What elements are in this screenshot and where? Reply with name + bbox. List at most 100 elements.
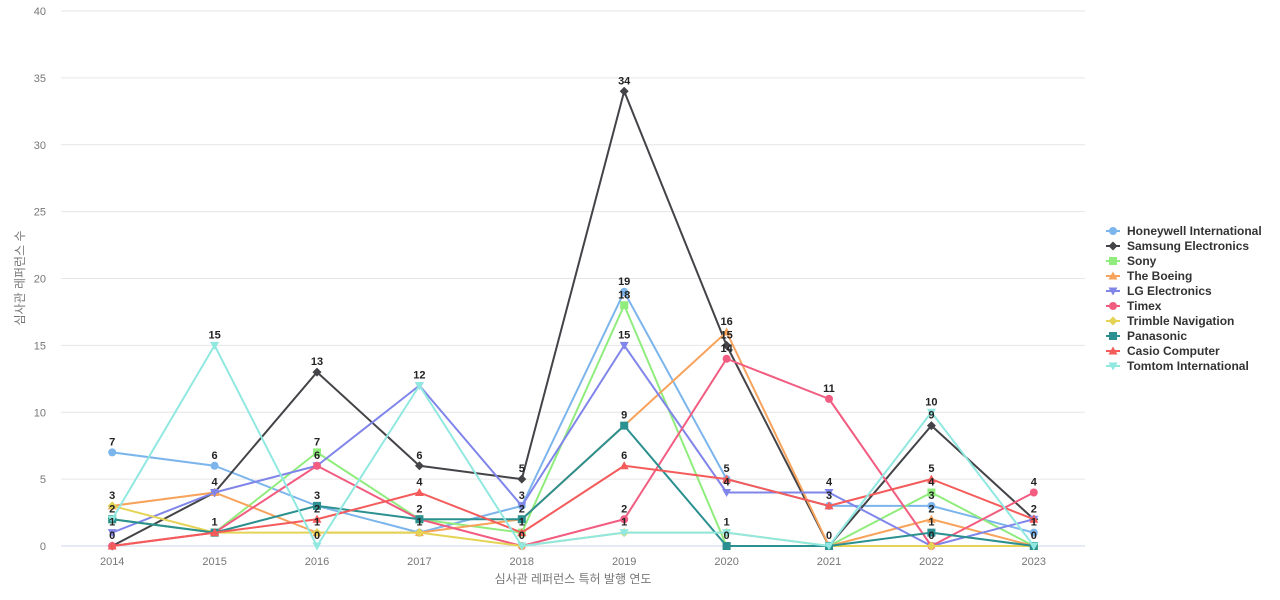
data-point-tomtom-international[interactable] <box>210 341 220 350</box>
data-label: 9 <box>928 410 934 422</box>
legend-label: Sony <box>1127 253 1157 268</box>
data-point-lg-electronics[interactable] <box>619 341 629 350</box>
data-point-panasonic[interactable] <box>517 515 526 524</box>
data-point-honeywell-international[interactable] <box>620 287 629 296</box>
data-point-lg-electronics[interactable] <box>210 489 220 497</box>
data-point-casio-computer[interactable] <box>824 501 834 510</box>
data-label: 2 <box>519 503 525 515</box>
data-point-samsung-electronics[interactable] <box>619 86 629 96</box>
data-point-trimble-navigation[interactable] <box>926 541 936 551</box>
legend-item-panasonic[interactable]: Panasonic <box>1106 328 1276 343</box>
data-point-casio-computer[interactable] <box>722 474 732 483</box>
data-point-honeywell-international[interactable] <box>927 501 936 510</box>
data-point-casio-computer[interactable] <box>517 528 527 537</box>
data-point-timex[interactable] <box>313 461 321 470</box>
data-point-samsung-electronics[interactable] <box>312 367 322 377</box>
data-label: 1 <box>928 517 934 529</box>
data-label: 4 <box>826 477 833 489</box>
series-tomtom-international[interactable] <box>107 341 1039 551</box>
data-point-lg-electronics[interactable] <box>107 529 117 538</box>
data-point-samsung-electronics[interactable] <box>722 340 732 350</box>
series-line-the-boeing[interactable] <box>112 331 1035 547</box>
data-label: 7 <box>109 436 115 448</box>
data-point-casio-computer[interactable] <box>1029 514 1039 523</box>
data-point-tomtom-international[interactable] <box>722 529 732 538</box>
data-point-timex[interactable] <box>620 515 629 524</box>
data-point-casio-computer[interactable] <box>414 488 424 496</box>
data-label: 13 <box>311 356 323 368</box>
series-panasonic[interactable] <box>108 421 1038 550</box>
data-point-casio-computer[interactable] <box>107 541 117 550</box>
legend-item-the-boeing[interactable]: The Boeing <box>1106 268 1276 283</box>
data-point-panasonic[interactable] <box>722 542 731 550</box>
series-line-timex[interactable] <box>112 357 1035 547</box>
legend-item-sony[interactable]: Sony <box>1106 253 1276 268</box>
data-point-sony[interactable] <box>620 301 629 310</box>
data-label: 4 <box>928 477 935 489</box>
data-point-tomtom-international[interactable] <box>312 542 322 551</box>
data-point-samsung-electronics[interactable] <box>926 421 936 431</box>
data-point-casio-computer[interactable] <box>619 461 629 470</box>
series-line-tomtom-international[interactable] <box>111 344 1035 547</box>
data-point-tomtom-international[interactable] <box>107 515 117 524</box>
data-point-casio-computer[interactable] <box>312 514 322 523</box>
legend-item-honeywell-international[interactable]: Honeywell International <box>1106 223 1276 238</box>
data-point-the-boeing[interactable] <box>722 327 732 336</box>
data-point-lg-electronics[interactable] <box>517 502 527 511</box>
legend-marker-icon <box>1109 226 1117 235</box>
series-casio-computer[interactable] <box>107 461 1039 550</box>
data-point-trimble-navigation[interactable] <box>107 501 117 511</box>
data-point-honeywell-international[interactable] <box>1029 528 1038 537</box>
data-point-the-boeing[interactable] <box>926 514 936 523</box>
data-point-casio-computer[interactable] <box>926 474 936 483</box>
legend-item-trimble-navigation[interactable]: Trimble Navigation <box>1106 313 1276 328</box>
data-point-tomtom-international[interactable] <box>619 529 629 538</box>
data-label: 14 <box>720 343 733 355</box>
legend-marker-icon <box>1108 362 1118 370</box>
legend-marker-icon <box>1109 256 1117 265</box>
data-point-timex[interactable] <box>722 354 731 363</box>
data-point-panasonic[interactable] <box>415 515 424 524</box>
data-point-tomtom-international[interactable] <box>517 542 527 551</box>
legend-item-lg-electronics[interactable]: LG Electronics <box>1106 283 1276 298</box>
legend-item-samsung-electronics[interactable]: Samsung Electronics <box>1106 238 1276 253</box>
data-point-panasonic[interactable] <box>313 501 321 510</box>
data-point-honeywell-international[interactable] <box>108 448 117 457</box>
data-point-tomtom-international[interactable] <box>414 382 424 390</box>
data-point-lg-electronics[interactable] <box>824 489 834 497</box>
legend-marker-icon <box>1108 346 1118 354</box>
data-point-trimble-navigation[interactable] <box>414 528 424 538</box>
grid-lines <box>61 10 1085 547</box>
legend-item-timex[interactable]: Timex <box>1106 298 1276 313</box>
data-point-timex[interactable] <box>825 394 833 403</box>
y-tick-label: 20 <box>34 274 46 286</box>
series-line-samsung-electronics[interactable] <box>111 90 1035 547</box>
data-point-honeywell-international[interactable] <box>210 461 219 470</box>
series-lg-electronics[interactable] <box>107 341 1039 551</box>
series-line-lg-electronics[interactable] <box>111 344 1035 547</box>
data-point-panasonic[interactable] <box>927 528 936 537</box>
series-samsung-electronics[interactable] <box>107 86 1039 551</box>
data-point-sony[interactable] <box>927 488 936 497</box>
data-point-samsung-electronics[interactable] <box>517 474 527 484</box>
data-point-lg-electronics[interactable] <box>722 489 732 497</box>
data-label: 34 <box>618 75 631 87</box>
data-point-tomtom-international[interactable] <box>1029 542 1039 551</box>
series-line-casio-computer[interactable] <box>112 464 1035 547</box>
series-line-honeywell-international[interactable] <box>112 290 1035 534</box>
series-the-boeing[interactable] <box>107 327 1039 550</box>
data-point-timex[interactable] <box>1029 488 1038 497</box>
data-point-samsung-electronics[interactable] <box>414 461 424 471</box>
legend-item-tomtom-international[interactable]: Tomtom International <box>1106 358 1276 373</box>
data-point-tomtom-international[interactable] <box>926 408 936 417</box>
data-point-trimble-navigation[interactable] <box>312 528 322 538</box>
legend-swatch-icon <box>1106 301 1120 310</box>
data-point-panasonic[interactable] <box>620 421 629 430</box>
legend-label: Casio Computer <box>1127 343 1220 358</box>
data-point-sony[interactable] <box>313 448 321 457</box>
data-point-tomtom-international[interactable] <box>824 542 834 551</box>
series-line-panasonic[interactable] <box>112 424 1034 547</box>
legend-item-casio-computer[interactable]: Casio Computer <box>1106 343 1276 358</box>
data-point-casio-computer[interactable] <box>210 528 220 537</box>
